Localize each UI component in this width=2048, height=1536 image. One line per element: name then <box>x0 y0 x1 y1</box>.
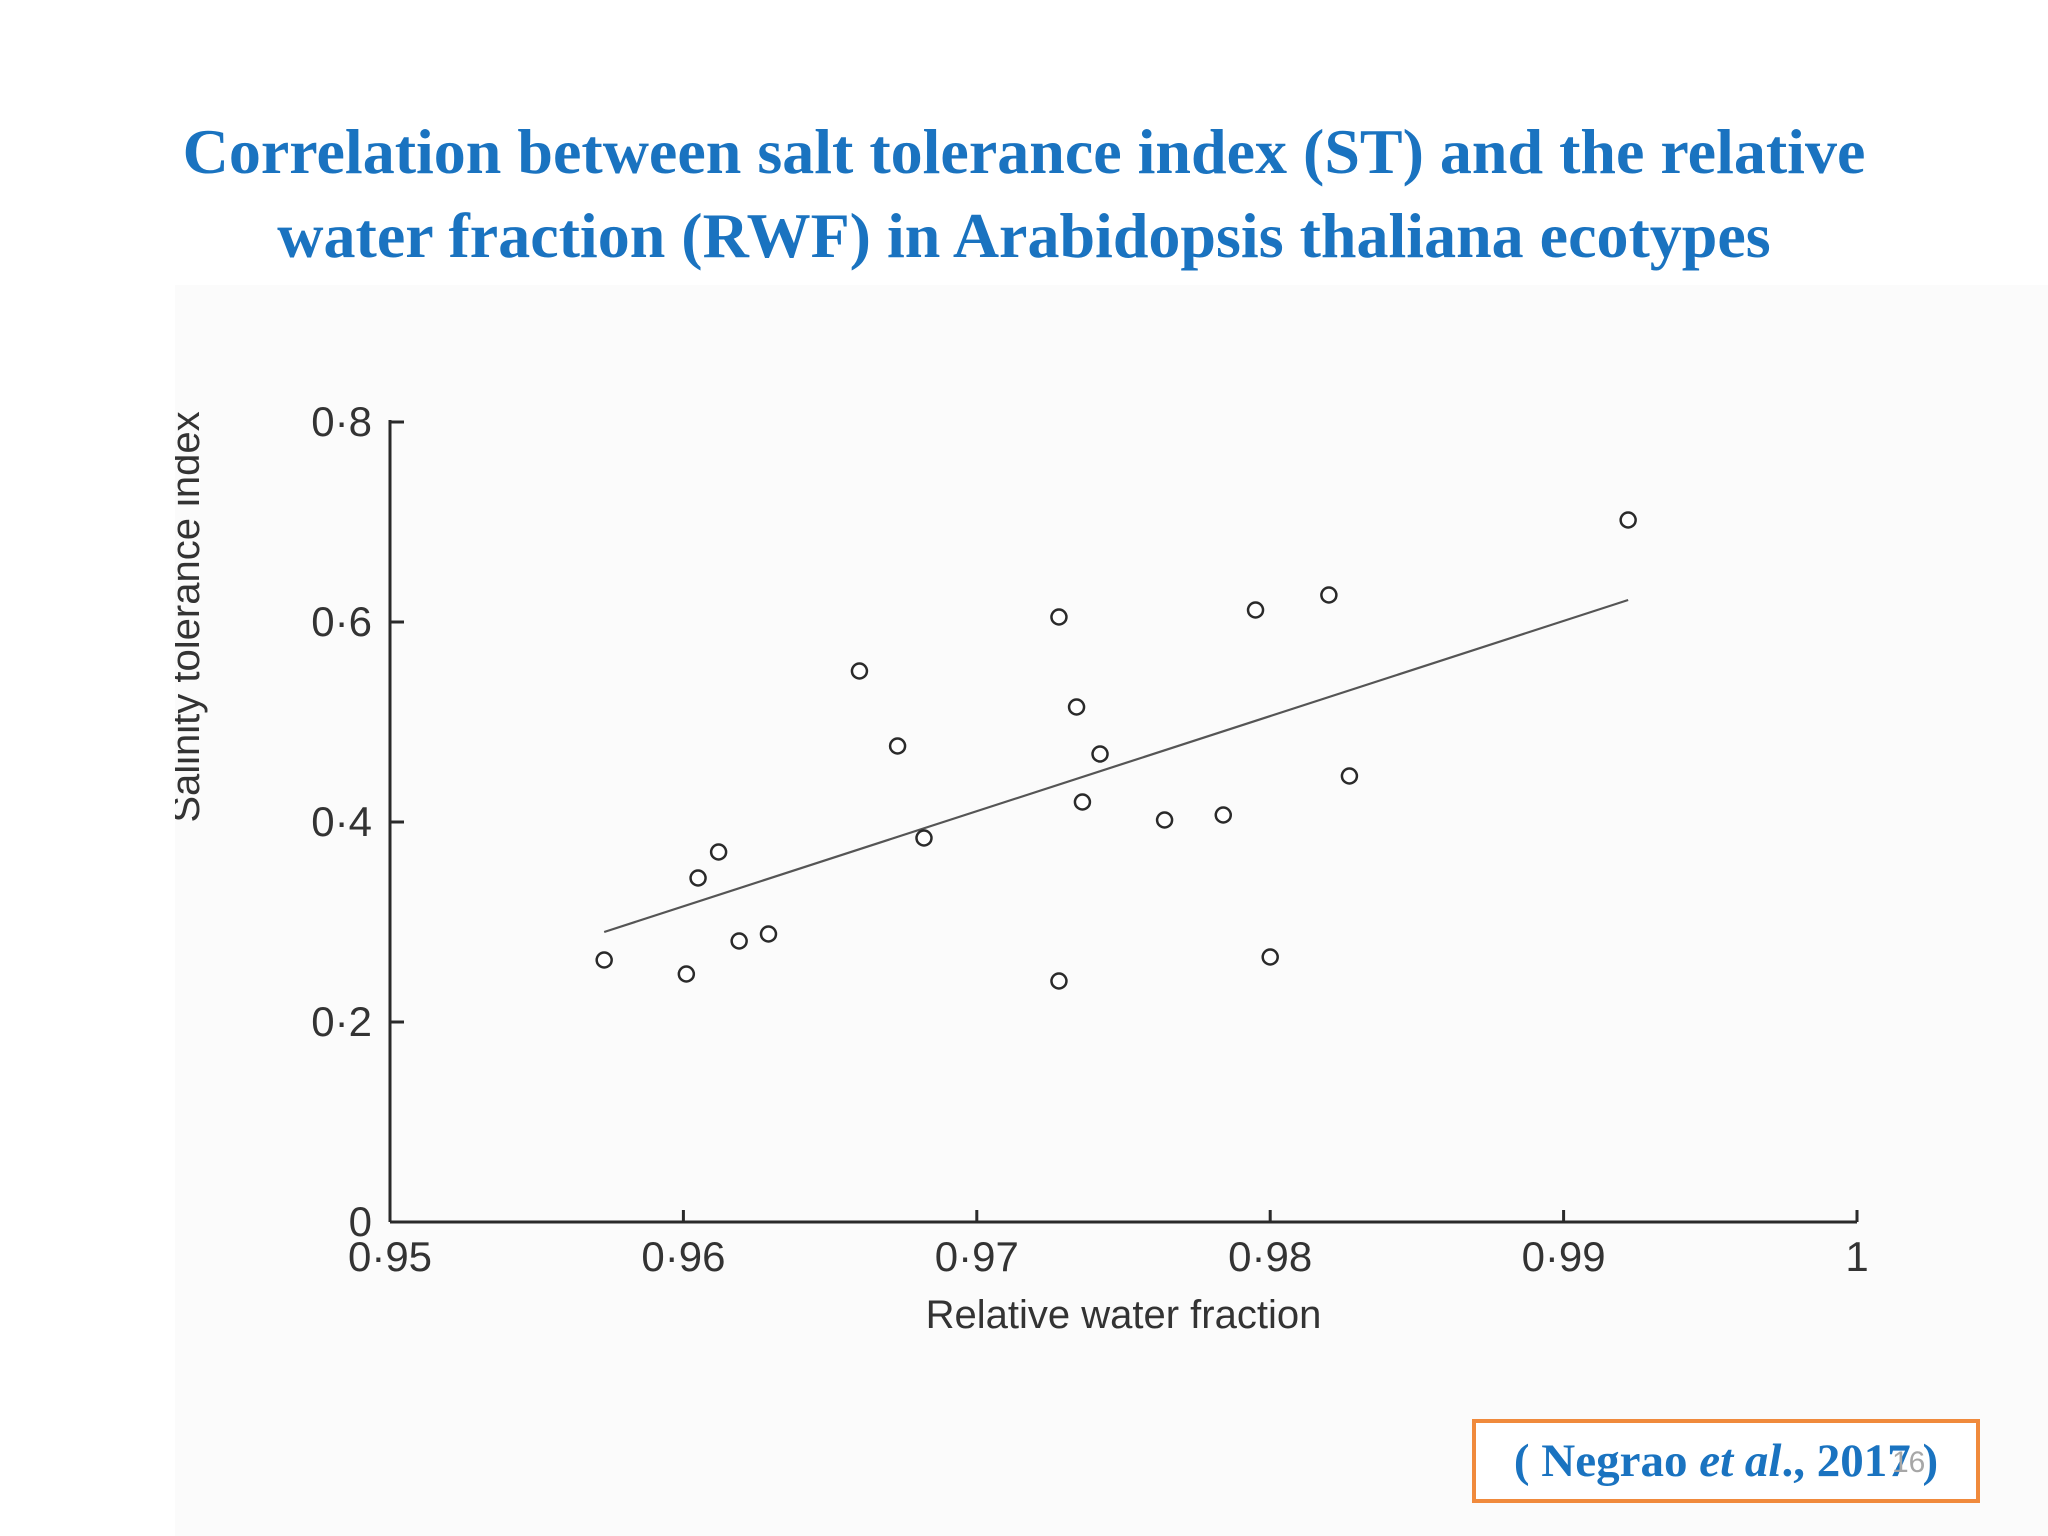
scatter-point <box>1340 767 1359 785</box>
x-tick-label: 0·95 <box>348 1233 432 1280</box>
scatter-point <box>1214 806 1233 824</box>
scatter-point <box>709 843 728 861</box>
scatter-point <box>689 869 707 887</box>
y-tick-label: 0·8 <box>311 398 372 445</box>
y-tick-label: 0 <box>349 1198 372 1245</box>
scatter-point <box>759 925 778 943</box>
citation-italic: et al <box>1699 1435 1782 1487</box>
title-line-2: water fraction (RWF) in Arabidopsis thal… <box>277 200 1771 271</box>
citation-open: ( Negrao <box>1513 1435 1700 1487</box>
scatter-point <box>677 965 696 983</box>
scatter-chart: 0·95 0·96 0·97 0·98 0·99 1 0 0·2 0·4 0·6 0·8 Relat… <box>175 398 1869 1337</box>
x-tick-label: 1 <box>1845 1233 1868 1280</box>
scatter-point <box>1073 793 1092 811</box>
scatter-point <box>1155 811 1174 829</box>
regression-line <box>603 598 1629 934</box>
scatter-point <box>1050 608 1068 626</box>
y-tick-label: 0·4 <box>311 798 372 845</box>
x-tick-label: 0·99 <box>1522 1233 1606 1280</box>
scatter-point <box>1261 948 1279 966</box>
y-axis-label: Salinity tolerance index <box>175 411 208 822</box>
scatter-point <box>1050 972 1068 990</box>
scatter-point <box>1067 698 1086 716</box>
scatter-point <box>1619 511 1637 529</box>
chart-ticks: 0·95 0·96 0·97 0·98 0·99 1 0 0·2 0·4 0·6 0·8 <box>311 398 1868 1280</box>
scatter-point <box>595 951 613 969</box>
scatter-point <box>850 662 869 680</box>
chart-axes <box>388 420 1857 1224</box>
scatter-point <box>888 737 907 755</box>
title-line-1: Correlation between salt tolerance index… <box>182 116 1866 187</box>
scatter-point <box>1246 601 1265 619</box>
slide-title: Correlation between salt tolerance index… <box>0 110 2048 278</box>
y-tick-label: 0·2 <box>311 998 372 1045</box>
slide-number: 16 <box>1892 1446 1926 1479</box>
chart-panel: 0·95 0·96 0·97 0·98 0·99 1 0 0·2 0·4 0·6 0·8 Relat… <box>175 285 2048 1536</box>
y-tick-label: 0·6 <box>311 598 372 645</box>
x-tick-label: 0·96 <box>641 1233 725 1280</box>
scatter-point <box>915 829 933 847</box>
fit-line-group <box>603 598 1629 934</box>
scatter-point <box>1091 745 1109 763</box>
citation-close: ., 2017 ) <box>1781 1435 1939 1487</box>
x-tick-label: 0·98 <box>1228 1233 1312 1280</box>
citation-box: ( Negrao et al., 2017 ) <box>1472 1419 1980 1503</box>
scatter-point <box>1320 586 1338 604</box>
x-axis-label: Relative water fraction <box>926 1293 1322 1337</box>
x-tick-label: 0·97 <box>935 1233 1019 1280</box>
scatter-point <box>730 932 748 950</box>
data-points <box>595 511 1637 990</box>
